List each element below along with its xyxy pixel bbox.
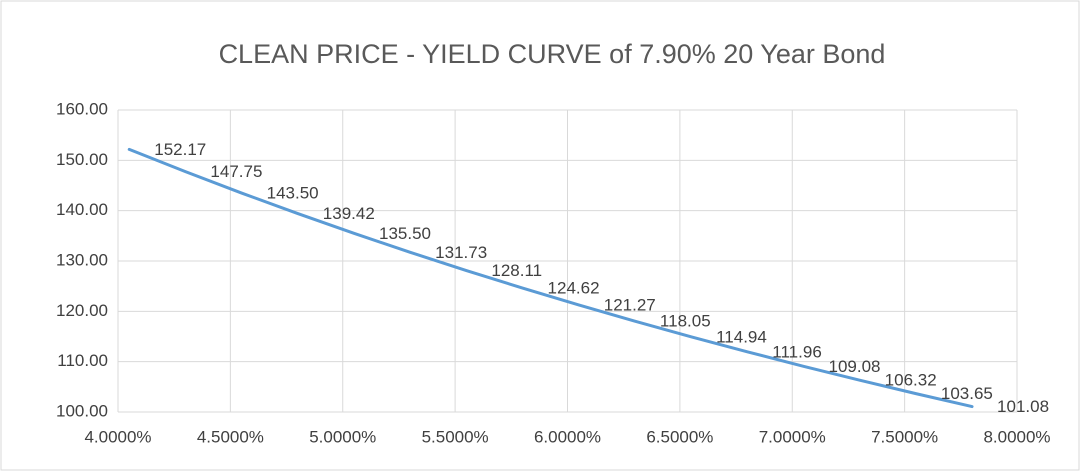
- data-label: 109.08: [828, 357, 880, 376]
- x-tick-label: 8.0000%: [983, 427, 1050, 446]
- x-tick-label: 4.0000%: [84, 427, 151, 446]
- y-tick-label: 100.00: [56, 401, 108, 420]
- data-label: 131.73: [435, 243, 487, 262]
- data-label: 139.42: [323, 204, 375, 223]
- x-tick-label: 5.5000%: [422, 427, 489, 446]
- data-label: 121.27: [604, 295, 656, 314]
- data-label: 118.05: [660, 312, 711, 331]
- x-tick-label: 7.5000%: [871, 427, 938, 446]
- x-tick-label: 5.0000%: [309, 427, 376, 446]
- chart-title: CLEAN PRICE - YIELD CURVE of 7.90% 20 Ye…: [219, 39, 886, 69]
- y-tick-label: 120.00: [56, 301, 108, 320]
- data-label: 103.65: [941, 384, 993, 403]
- data-label: 111.96: [772, 342, 821, 361]
- y-tick-label: 130.00: [56, 250, 108, 269]
- x-tick-label: 7.0000%: [759, 427, 826, 446]
- data-label: 124.62: [548, 279, 600, 298]
- data-label: 128.11: [491, 261, 542, 280]
- data-label: 152.17: [154, 140, 206, 159]
- y-tick-label: 160.00: [56, 99, 108, 118]
- data-label: 143.50: [267, 184, 319, 203]
- data-label: 101.08: [997, 397, 1049, 416]
- y-tick-label: 110.00: [57, 351, 108, 370]
- x-tick-label: 6.0000%: [534, 427, 601, 446]
- data-line: [127, 147, 974, 409]
- data-label: 135.50: [379, 224, 431, 243]
- data-label: 147.75: [210, 162, 262, 181]
- data-label: 106.32: [885, 371, 937, 390]
- x-tick-label: 6.5000%: [646, 427, 713, 446]
- x-tick-label: 4.5000%: [197, 427, 264, 446]
- data-label: 114.94: [716, 327, 767, 346]
- y-tick-label: 140.00: [56, 200, 108, 219]
- y-tick-label: 150.00: [56, 150, 108, 169]
